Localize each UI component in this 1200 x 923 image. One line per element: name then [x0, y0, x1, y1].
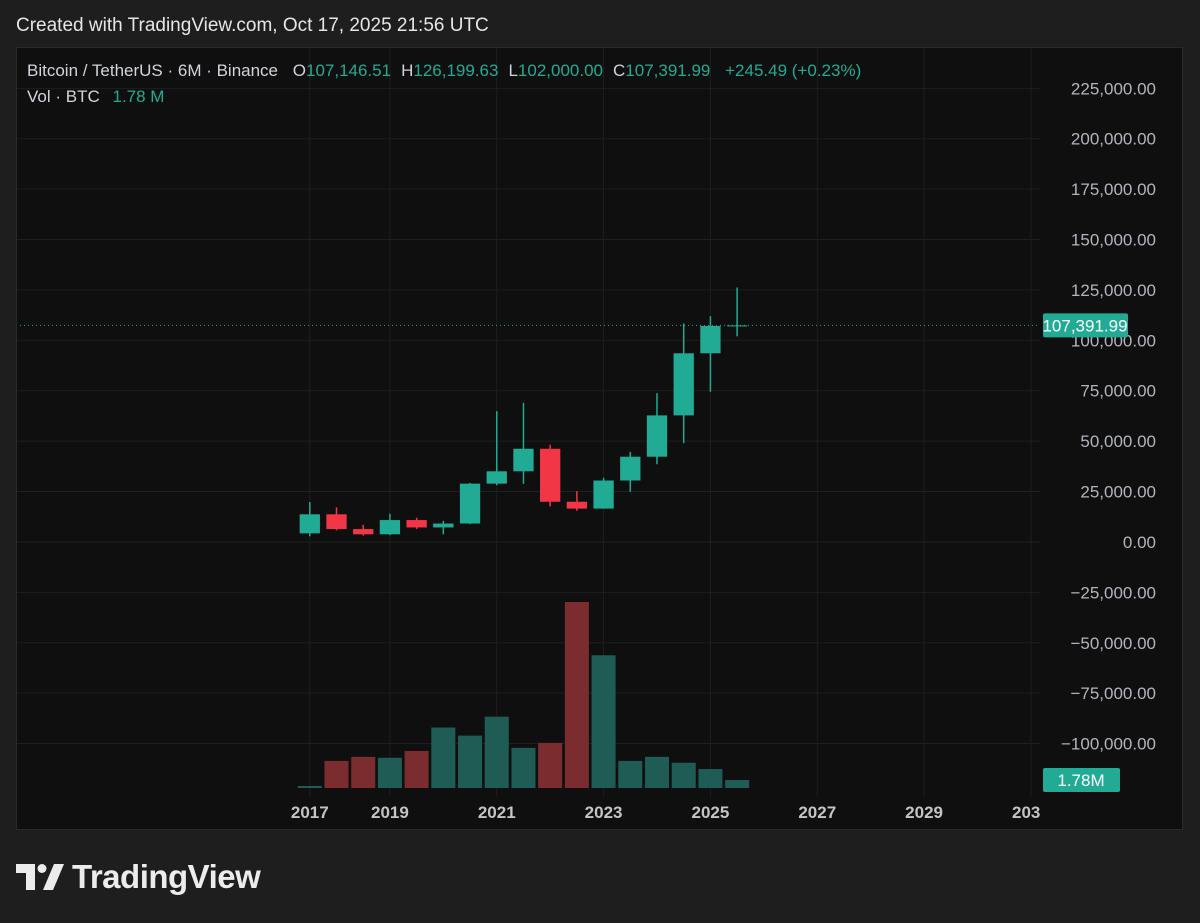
- ohlc-key: H: [401, 61, 414, 80]
- candle-body: [646, 415, 668, 457]
- x-tick-label: 2019: [371, 803, 409, 822]
- ohlc-key: O: [292, 61, 306, 80]
- y-tick-label: 200,000.00: [1071, 130, 1156, 149]
- x-tick-label: 2021: [478, 803, 516, 822]
- volume-bar: [591, 655, 616, 788]
- ohlc-key: L: [508, 61, 518, 80]
- candle-body: [353, 529, 374, 535]
- volume-key: Vol · BTC: [27, 87, 100, 106]
- last-price-label: 107,391.99: [1042, 316, 1127, 335]
- x-tick-label: 2027: [798, 803, 836, 822]
- volume-bar: [698, 769, 723, 788]
- candle-body: [379, 520, 401, 535]
- y-tick-label: 50,000.00: [1080, 432, 1156, 451]
- ohlc: O107,146.51 H126,199.63 L102,000.00 C107,39…: [283, 61, 711, 80]
- x-tick-label: 2029: [905, 803, 943, 822]
- volume-bar: [618, 760, 643, 788]
- candle-body: [540, 448, 561, 502]
- candle-body: [726, 325, 748, 327]
- legend-row: Bitcoin / TetherUS · 6M · Binance O107,1…: [27, 58, 861, 84]
- candle-body: [513, 448, 534, 472]
- candle-body: [486, 471, 507, 484]
- y-tick-label: 25,000.00: [1080, 483, 1156, 502]
- ohlc-value: 126,199.63: [413, 61, 499, 80]
- y-tick-label: 125,000.00: [1071, 281, 1156, 300]
- candle-body: [406, 520, 427, 528]
- ohlc-value: 102,000.00: [517, 61, 604, 80]
- volume-value: 1.78 M: [112, 87, 165, 106]
- y-tick-label: 175,000.00: [1071, 180, 1156, 199]
- candle-body: [700, 325, 721, 354]
- candle-body: [673, 353, 694, 416]
- volume-badge: [1043, 767, 1120, 792]
- ohlc-key: C: [613, 61, 626, 80]
- volume-bar: [644, 756, 670, 788]
- change: +245.49 (+0.23%): [725, 61, 862, 80]
- brand: TradingView: [16, 858, 261, 896]
- brand-logo: [16, 864, 64, 890]
- volume-bar: [377, 757, 402, 788]
- volume-row: Vol · BTC 1.78 M: [27, 84, 861, 110]
- volume-bar: [511, 747, 536, 788]
- volume-bar: [671, 762, 696, 788]
- y-tick-label: −75,000.00: [1070, 684, 1156, 703]
- x-tick-label: 2031: [1012, 803, 1050, 822]
- candle-body: [459, 483, 481, 524]
- volume-badge-label: 1.78M: [1057, 771, 1104, 790]
- volume-bar: [297, 785, 322, 788]
- y-tick-label: 75,000.00: [1080, 382, 1156, 401]
- candle-body: [326, 514, 347, 530]
- symbol: Bitcoin / TetherUS · 6M · Binance: [27, 61, 279, 80]
- volume-bar: [484, 716, 509, 788]
- candle-body: [620, 456, 641, 481]
- ohlc-value: 107,146.51: [305, 61, 392, 80]
- candle-body: [566, 501, 588, 509]
- y-tick-label: 150,000.00: [1071, 231, 1156, 250]
- y-tick-label: 0.00: [1123, 533, 1156, 552]
- y-tick-label: −50,000.00: [1070, 634, 1156, 653]
- volume-bar: [324, 760, 349, 788]
- volume-bar: [564, 602, 589, 788]
- ohlc-value: 107,391.99: [625, 61, 711, 80]
- volume-bar: [351, 756, 376, 788]
- last-price-badge: [1043, 313, 1128, 338]
- candle-body: [299, 514, 320, 534]
- candle-body: [593, 480, 614, 509]
- x-tick-label: 2017: [291, 803, 329, 822]
- x-tick-label: 2023: [585, 803, 623, 822]
- candle-body: [433, 523, 454, 528]
- y-tick-label: 225,000.00: [1071, 79, 1156, 98]
- volume-bar: [725, 779, 750, 788]
- y-tick-label: −100,000.00: [1061, 735, 1156, 754]
- volume-bar: [431, 727, 456, 788]
- volume-bar: [538, 742, 563, 788]
- volume-bar: [458, 735, 483, 788]
- brand-name: TradingView: [72, 858, 261, 895]
- created-note: Created with TradingView.com, Oct 17, 20…: [16, 15, 489, 36]
- volume-bar: [404, 750, 429, 788]
- y-tick-label: −25,000.00: [1070, 583, 1156, 602]
- legend: Bitcoin / TetherUS · 6M · Binance O107,1…: [27, 58, 861, 110]
- x-tick-label: 2025: [692, 803, 730, 822]
